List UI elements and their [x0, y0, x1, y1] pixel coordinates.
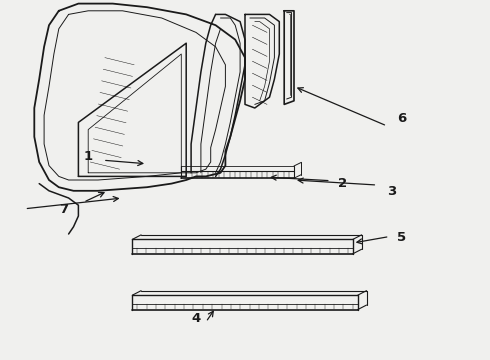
Text: 1: 1: [84, 150, 93, 163]
Text: 7: 7: [59, 203, 68, 216]
Text: 5: 5: [397, 231, 406, 244]
Text: 4: 4: [192, 312, 200, 325]
Text: 2: 2: [339, 177, 347, 190]
Text: 3: 3: [388, 185, 396, 198]
Text: 6: 6: [397, 112, 406, 125]
